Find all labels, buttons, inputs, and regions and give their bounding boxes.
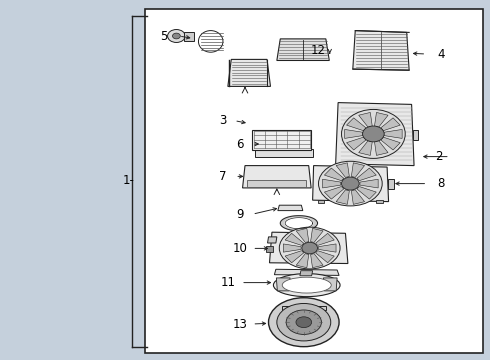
Polygon shape (274, 269, 339, 275)
Ellipse shape (286, 310, 321, 334)
Ellipse shape (363, 126, 384, 142)
Polygon shape (311, 254, 323, 268)
Polygon shape (381, 118, 400, 131)
Polygon shape (270, 232, 348, 264)
Ellipse shape (269, 298, 339, 347)
Polygon shape (344, 130, 363, 138)
Polygon shape (357, 168, 376, 181)
Polygon shape (359, 141, 372, 156)
Bar (266, 246, 273, 252)
Polygon shape (318, 244, 336, 252)
Polygon shape (336, 190, 349, 204)
Bar (247, 180, 306, 187)
Polygon shape (311, 228, 323, 242)
Text: 4: 4 (437, 48, 445, 60)
Polygon shape (324, 168, 344, 181)
Text: 8: 8 (437, 177, 445, 190)
Ellipse shape (277, 303, 331, 341)
Polygon shape (296, 228, 309, 242)
Polygon shape (346, 137, 366, 150)
Bar (282, 306, 326, 310)
Ellipse shape (282, 277, 331, 293)
Ellipse shape (172, 33, 180, 39)
Text: 5: 5 (160, 30, 168, 42)
Text: 13: 13 (233, 318, 247, 330)
Polygon shape (336, 163, 349, 177)
Polygon shape (359, 112, 372, 127)
Polygon shape (184, 32, 194, 41)
Text: 10: 10 (233, 242, 247, 255)
Polygon shape (360, 179, 378, 188)
Polygon shape (353, 31, 409, 70)
Ellipse shape (318, 161, 382, 206)
Polygon shape (285, 218, 313, 229)
Bar (252, 130, 311, 150)
Text: 7: 7 (219, 170, 227, 183)
Ellipse shape (296, 317, 312, 328)
Text: 12: 12 (311, 44, 326, 57)
Ellipse shape (342, 177, 359, 190)
Bar (388, 179, 394, 189)
Polygon shape (322, 179, 341, 188)
Polygon shape (285, 251, 304, 263)
Polygon shape (268, 237, 277, 243)
Polygon shape (351, 163, 365, 177)
Polygon shape (228, 59, 270, 86)
Bar (318, 200, 324, 203)
Ellipse shape (168, 30, 185, 42)
Polygon shape (285, 233, 304, 246)
Text: 1-: 1- (122, 174, 134, 186)
Polygon shape (351, 190, 365, 204)
Ellipse shape (342, 109, 405, 158)
Polygon shape (381, 137, 400, 150)
Bar (376, 200, 383, 203)
Polygon shape (374, 112, 388, 127)
Ellipse shape (279, 227, 340, 269)
Polygon shape (323, 278, 337, 291)
Polygon shape (357, 186, 376, 199)
Polygon shape (313, 166, 389, 202)
Bar (413, 130, 418, 140)
Ellipse shape (273, 274, 340, 297)
Polygon shape (277, 39, 329, 60)
Polygon shape (336, 103, 414, 166)
Polygon shape (276, 278, 290, 291)
Polygon shape (316, 233, 334, 246)
Polygon shape (296, 254, 309, 268)
Polygon shape (278, 205, 303, 211)
Bar (255, 149, 313, 157)
Polygon shape (243, 166, 311, 188)
Bar (145, 9, 483, 353)
Polygon shape (374, 141, 388, 156)
Text: 2: 2 (435, 150, 442, 163)
Text: 11: 11 (220, 276, 235, 289)
Polygon shape (280, 216, 318, 231)
Text: 6: 6 (236, 138, 244, 150)
Polygon shape (300, 271, 313, 276)
Ellipse shape (302, 242, 318, 254)
Polygon shape (283, 244, 301, 252)
Polygon shape (324, 186, 344, 199)
Polygon shape (316, 251, 334, 263)
Polygon shape (346, 118, 366, 131)
Polygon shape (384, 130, 402, 138)
Text: 3: 3 (219, 114, 227, 127)
Text: 9: 9 (236, 208, 244, 221)
